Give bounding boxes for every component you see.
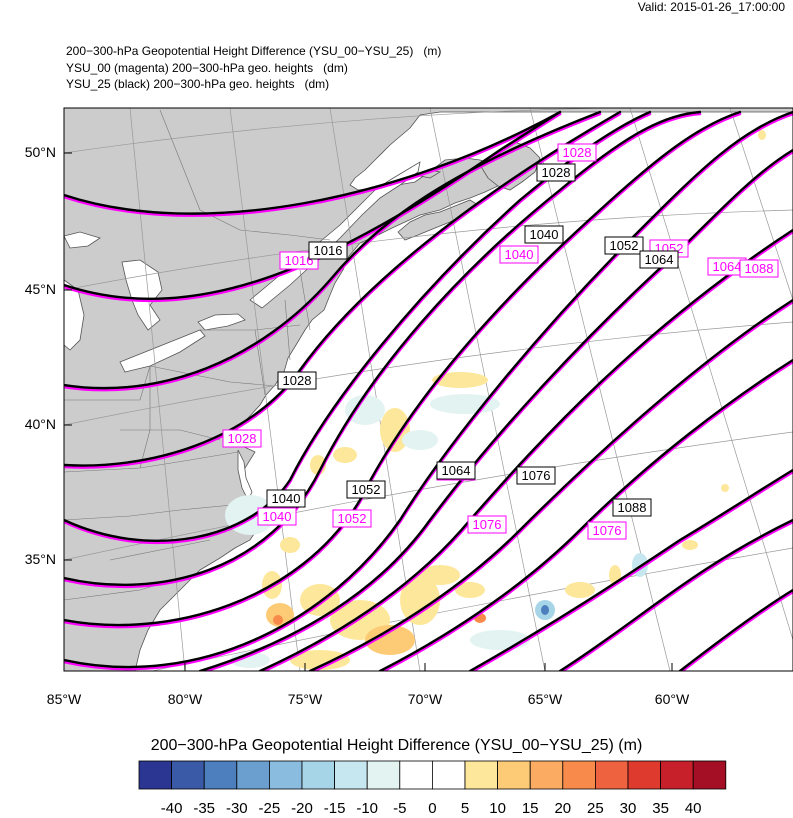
svg-text:1028: 1028: [283, 373, 312, 388]
colorbar-swatch: [171, 760, 205, 790]
colorbar-swatch: [562, 760, 596, 790]
colorbar-tick-label: -30: [225, 800, 248, 817]
colorbar-tick-label: 30: [619, 800, 637, 817]
black-contour-label: 1040: [524, 225, 564, 244]
svg-text:1088: 1088: [745, 261, 774, 276]
magenta-contour-label: 1040: [499, 245, 539, 264]
svg-text:1076: 1076: [593, 523, 622, 538]
black-contour-label: 1064: [436, 461, 476, 480]
colorbar-tick-label: 20: [554, 800, 572, 817]
lon-label-65: 65°W: [527, 691, 563, 707]
lon-label-60: 60°W: [654, 691, 690, 707]
lat-label-50: 50°N: [24, 144, 56, 160]
colorbar-swatch: [268, 760, 303, 790]
svg-text:1052: 1052: [352, 482, 381, 497]
magenta-contour-label: 1028: [557, 143, 597, 162]
lat-label-35: 35°N: [24, 551, 56, 567]
colorbar-swatch: [399, 760, 433, 790]
black-contour-label: 1028: [536, 163, 576, 182]
magenta-contour-label: 1040: [257, 507, 297, 526]
magenta-contour-label: 1076: [467, 515, 507, 534]
lon-label-80: 80°W: [167, 691, 203, 707]
title-line-2: YSU_00 (magenta) 200−300-hPa geo. height…: [66, 61, 348, 75]
svg-text:1064: 1064: [713, 259, 742, 274]
title-line-3: YSU_25 (black) 200−300-hPa geo. heights …: [66, 77, 330, 91]
svg-text:1052: 1052: [338, 511, 367, 526]
colorbar-swatch: [627, 760, 661, 790]
colorbar-tick-label: -40: [160, 800, 183, 817]
svg-text:1016: 1016: [285, 253, 314, 268]
colorbar-swatch: [431, 760, 466, 790]
colorbar-tick-label: -5: [393, 800, 407, 817]
lon-label-75: 75°W: [287, 691, 323, 707]
lon-label-70: 70°W: [407, 691, 443, 707]
svg-text:1064: 1064: [442, 463, 471, 478]
colorbar-swatch: [692, 760, 727, 790]
black-contour-label: 1052: [604, 236, 644, 255]
axis-ticks: [63, 152, 673, 671]
magenta-contour-label: 1028: [222, 429, 262, 448]
colorbar-tick-label: -25: [258, 800, 281, 817]
svg-text:1040: 1040: [530, 227, 559, 242]
state-borders: [64, 109, 331, 601]
contour-labels: 1016 1028 1028 1040 1040 1052 1052 1064 1064 1076…: [222, 143, 779, 540]
svg-text:1016: 1016: [314, 243, 343, 258]
svg-text:1088: 1088: [618, 500, 647, 515]
black-contour-label: 1064: [639, 250, 679, 269]
lon-label-85: 85°W: [46, 691, 82, 707]
colorbar-tick-label: 0: [428, 800, 437, 817]
svg-text:1076: 1076: [522, 468, 551, 483]
magenta-contour-label: 1052: [332, 509, 372, 528]
colorbar-swatch: [138, 760, 172, 790]
valid-time: Valid: 2015-01-26_17:00:00: [637, 0, 785, 14]
svg-text:1040: 1040: [505, 247, 534, 262]
title-line-1: 200−300-hPa Geopotential Height Differen…: [66, 44, 442, 58]
svg-text:1064: 1064: [645, 252, 674, 267]
colorbar-tick-label: -35: [193, 800, 216, 817]
contour-lines: [64, 110, 793, 671]
black-contour-label: 1076: [516, 466, 556, 485]
black-contour-label: 1088: [612, 498, 652, 517]
magenta-contour-label: 1088: [739, 259, 779, 278]
black-contour-label: 1016: [308, 241, 348, 260]
svg-text:1052: 1052: [610, 238, 639, 253]
colorbar-title: 200−300-hPa Geopotential Height Differen…: [150, 737, 643, 754]
colorbar-swatch: [497, 760, 531, 790]
colorbar-swatch: [236, 760, 270, 790]
colorbar-swatch: [366, 760, 401, 790]
colorbar-swatch: [660, 760, 694, 790]
colorbar-tick-label: 10: [489, 800, 506, 817]
colorbar-tick-label: 40: [684, 800, 702, 817]
colorbar-tick-label: 5: [460, 800, 470, 817]
svg-text:1040: 1040: [272, 491, 301, 506]
colorbar-swatch: [301, 760, 335, 790]
colorbar-tick-label: 15: [521, 800, 539, 817]
svg-text:1028: 1028: [228, 431, 257, 446]
colorbar-swatch: [464, 760, 498, 790]
svg-text:1040: 1040: [263, 509, 292, 524]
black-contour-label: 1040: [266, 489, 306, 508]
lake-erie: [119, 329, 206, 373]
lat-label-40: 40°N: [24, 416, 56, 432]
lake-superior: [64, 231, 101, 249]
colorbar-tick-label: 35: [652, 800, 669, 817]
colorbar-swatch: [203, 760, 238, 790]
colorbar-tick-label: -20: [291, 800, 313, 817]
colorbar-swatch: [334, 760, 368, 790]
lat-label-45: 45°N: [24, 281, 56, 297]
colorbar-tick-label: -15: [323, 800, 346, 817]
colorbar-swatch: [529, 760, 564, 790]
svg-text:1076: 1076: [473, 517, 502, 532]
magenta-contour-label: 1064: [707, 257, 747, 276]
svg-text:1028: 1028: [542, 165, 571, 180]
black-contour-label: 1052: [346, 480, 386, 499]
svg-text:1028: 1028: [563, 145, 592, 160]
colorbar-tick-label: 25: [587, 800, 604, 817]
colorbar-swatch: [595, 760, 629, 790]
black-contour-label: 1028: [277, 371, 317, 390]
magenta-contour-label: 1076: [587, 521, 627, 540]
colorbar: [138, 760, 727, 790]
colorbar-tick-label: -10: [356, 800, 379, 817]
